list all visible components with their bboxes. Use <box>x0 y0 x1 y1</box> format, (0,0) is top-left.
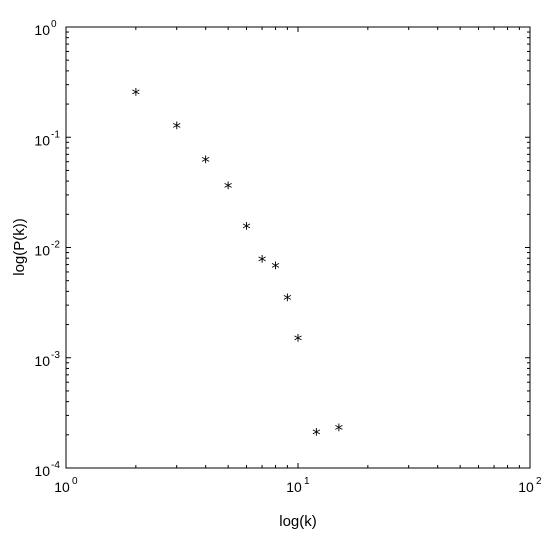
data-point: * <box>242 220 251 240</box>
x-tick-exponent: 0 <box>72 476 78 487</box>
y-tick-label: 10 <box>34 243 50 259</box>
data-point: * <box>271 259 280 279</box>
data-point: * <box>335 421 344 441</box>
x-axis-label: log(k) <box>279 513 317 530</box>
y-tick-exponent: -3 <box>51 350 60 361</box>
data-point: * <box>132 85 141 105</box>
x-tick-label: 10 <box>518 479 534 495</box>
data-point: * <box>172 119 181 139</box>
data-point: * <box>224 179 233 199</box>
data-point: * <box>312 425 321 445</box>
y-axis-label: log(P(k)) <box>11 218 28 276</box>
data-point: * <box>258 252 267 272</box>
plot-area <box>65 26 531 469</box>
axis-ticks <box>65 27 530 469</box>
x-tick-label: 10 <box>286 479 302 495</box>
x-tick-labels: 10 0 10 1 10 2 <box>54 476 542 495</box>
data-points: ****** **** * <box>132 85 344 445</box>
y-tick-label: 10 <box>34 22 50 38</box>
y-tick-label: 10 <box>34 463 50 479</box>
y-tick-exponent: 0 <box>51 19 57 30</box>
data-point: * <box>294 331 303 351</box>
y-tick-exponent: -1 <box>51 129 60 140</box>
y-tick-label: 10 <box>34 353 50 369</box>
data-point: * <box>283 291 292 311</box>
y-tick-exponent: -4 <box>51 460 60 471</box>
data-point: * <box>201 153 210 173</box>
y-tick-exponent: -2 <box>51 240 60 251</box>
y-tick-label: 10 <box>34 132 50 148</box>
x-tick-exponent: 1 <box>304 476 310 487</box>
x-tick-label: 10 <box>54 479 70 495</box>
x-tick-exponent: 2 <box>536 476 542 487</box>
